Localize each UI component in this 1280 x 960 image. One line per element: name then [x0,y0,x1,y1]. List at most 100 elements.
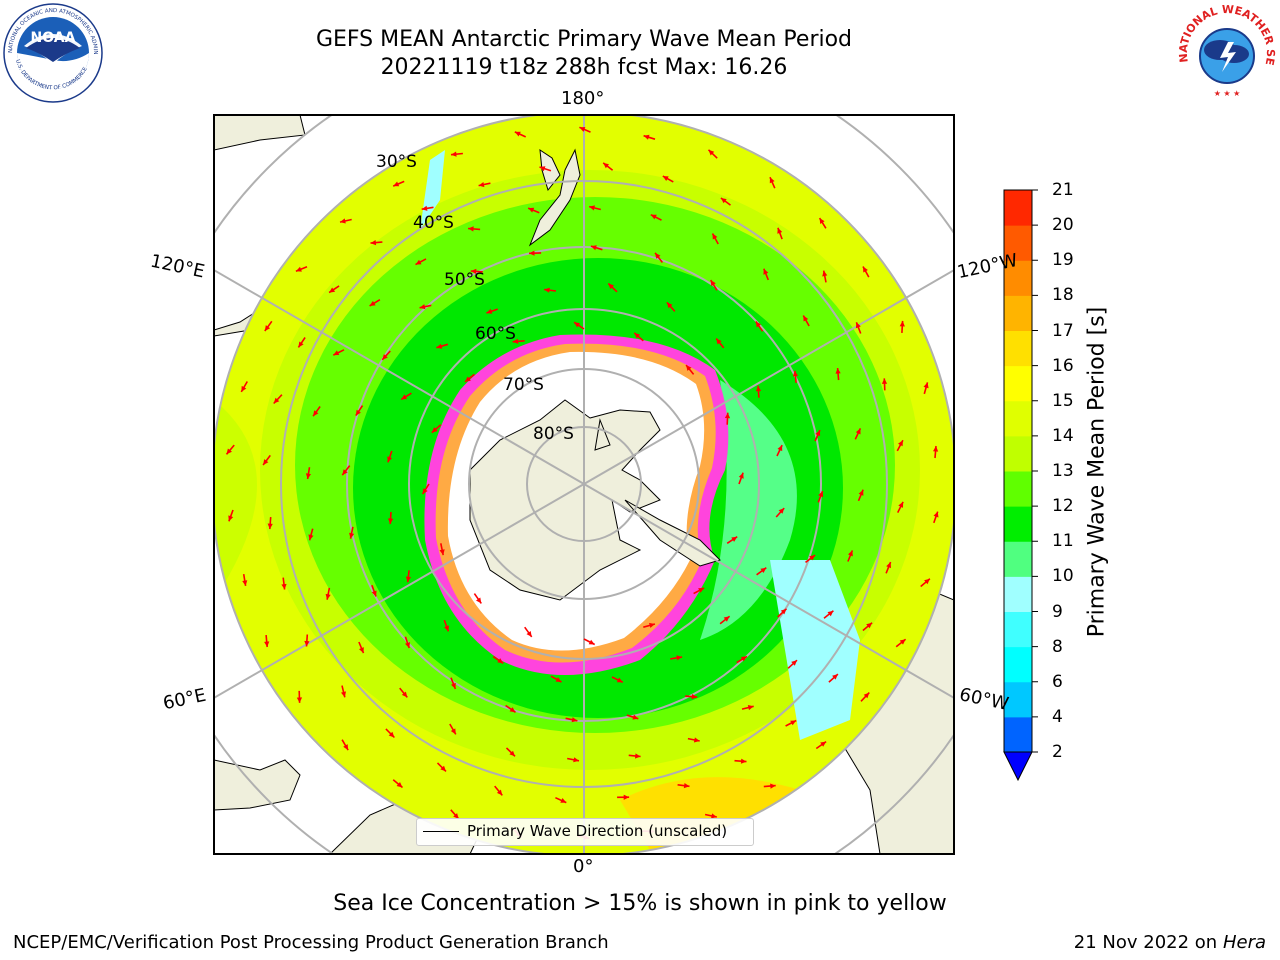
wave-direction-arrowhead [342,469,348,476]
map-legend: Primary Wave Direction (unscaled) [416,818,754,846]
wave-direction-arrowhead [478,182,485,188]
wave-direction-arrowhead [451,682,456,689]
wave-direction-arrowhead [792,370,798,377]
wave-direction-arrowhead [242,580,248,586]
wave-direction-arrowhead [662,176,669,181]
wave-direction-arrowhead [666,302,673,309]
lat-label-80s: 80°S [533,424,574,444]
colorbar-swatch [1004,471,1032,507]
colorbar-swatch [1004,506,1032,542]
wave-direction-arrowhead [747,705,754,711]
wave-direction-arrowhead [241,385,247,392]
wave-direction-arrowhead [886,562,891,569]
wave-direction-arrowhead [691,694,698,700]
wave-direction-arrowhead [755,385,762,392]
wave-direction-arrowhead [777,227,783,234]
wave-direction-arrowhead [440,765,446,772]
colorbar-tick-label: 13 [1052,461,1074,481]
wave-direction-arrowhead [405,576,411,583]
colorbar-swatch [1004,435,1032,472]
wave-direction-arrowhead [898,440,903,447]
wave-direction-arrowhead [228,515,234,522]
wave-direction-arrowhead [476,597,482,604]
colorbar-swatch [1004,681,1032,718]
wave-direction-arrowhead [809,555,816,561]
colorbar-tick-label: 15 [1052,390,1074,411]
wave-direction-arrowhead [643,134,650,140]
wave-direction-arrowhead [415,259,422,265]
wave-direction-arrowhead [723,616,730,622]
wave-direction-arrowhead [803,315,809,322]
colorbar-tick-label: 20 [1052,215,1074,236]
wave-direction-arrowhead [710,280,716,287]
wave-direction-arrowhead [579,127,586,132]
wave-direction-arrowhead [388,731,395,738]
footer-date: 21 Nov 2022 on Hera [1074,932,1266,953]
wave-direction-arrowhead [421,205,428,211]
colorbar-tick-label: 9 [1052,601,1063,622]
wave-direction-arrowhead [686,365,692,371]
wave-direction-arrowhead [370,240,377,246]
wave-direction-arrowhead [778,508,785,514]
title-line-2: 20221119 t18z 288h fcst Max: 16.26 [380,55,788,80]
wave-direction-arrowhead [304,640,310,647]
wave-direction-arrowhead [451,151,457,157]
wave-direction-arrowhead [858,489,864,496]
colorbar-tick-label: 19 [1052,250,1074,271]
wave-direction-arrowhead [405,642,410,648]
wave-direction-arrowhead [226,448,232,455]
wave-direction-arrowhead [497,658,504,664]
wave-direction-arrowhead [623,794,630,800]
wave-direction-arrowhead [371,590,377,597]
wave-direction-arrowhead [529,250,535,256]
colorbar-tick-label: 14 [1052,425,1074,446]
wave-direction-arrowhead [422,488,428,495]
wave-direction-arrowhead [486,308,493,314]
wave-direction-arrowhead [313,410,319,417]
wave-direction-arrowhead [396,782,403,788]
footer-date-text: 21 Nov 2022 on [1073,932,1218,953]
wave-direction-arrowhead [264,325,271,331]
colorbar-tick-label: 10 [1052,566,1074,587]
lat-label-70s: 70°S [503,375,544,395]
lon-label-180: 180° [561,88,605,109]
wave-direction-arrowhead [509,750,515,757]
colorbar-swatch [1004,576,1032,612]
wave-direction-arrowhead [832,674,838,680]
wave-direction-arrowhead [731,536,738,542]
wave-direction-arrowhead [866,622,873,629]
wave-direction-arrowhead [273,397,280,404]
colorbar-swatch [1004,716,1032,753]
wave-direction-arrowhead [790,720,797,726]
wave-direction-arrowhead [650,214,657,220]
wave-direction-arrowhead [387,456,393,463]
wave-direction-arrowhead [770,783,776,789]
wave-direction-arrowhead [822,270,828,277]
wave-direction-arrowhead [401,691,408,698]
wave-direction-arrowhead [393,181,400,187]
wave-direction-arrowhead [815,430,821,437]
wave-direction-arrowhead [634,332,640,339]
wave-direction-arrowhead [560,798,567,803]
colorbar-swatch [1004,611,1032,648]
sea-ice-caption: Sea Ice Concentration > 15% is shown in … [333,891,947,916]
wave-direction-arrowhead [359,647,364,654]
wave-direction-arrowhead [760,567,767,573]
wave-direction-arrowhead [349,532,355,539]
footer-host: Hera [1222,932,1266,953]
wave-direction-arrowhead [899,320,905,327]
wave-direction-arrowhead [632,714,639,720]
wave-direction-arrowhead [512,338,519,344]
wave-direction-arrowhead [835,368,841,374]
wave-direction-arrowhead [590,245,597,251]
colorbar-tick-label: 6 [1052,671,1063,692]
colorbar-tick-label: 16 [1052,355,1074,376]
wave-direction-arrowhead [555,677,562,682]
wave-direction-arrowhead [539,166,546,172]
wave-direction-arrowhead [589,205,595,211]
colorbar-tick-label: 4 [1052,706,1063,727]
wave-direction-arrowhead [431,427,438,433]
wave-direction-arrowhead [573,757,579,763]
lat-label-30s: 30°S [376,152,417,172]
wave-direction-arrowhead [343,744,349,751]
